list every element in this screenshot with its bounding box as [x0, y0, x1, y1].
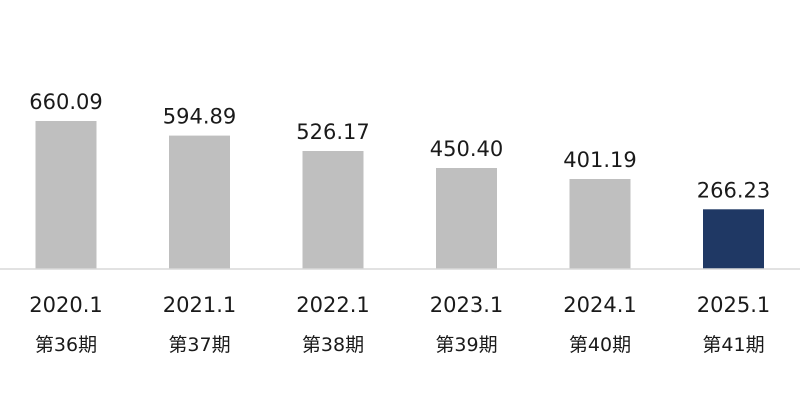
- x-tick-sublabel-2020.1: 第36期: [35, 334, 97, 356]
- value-label-2020.1: 660.09: [29, 90, 102, 114]
- value-label-2021.1: 594.89: [163, 105, 236, 129]
- x-tick-label-2021.1: 2021.1: [163, 293, 236, 317]
- value-label-2024.1: 401.19: [563, 148, 636, 172]
- bar-2022.1: [302, 151, 364, 269]
- value-label-2022.1: 526.17: [296, 120, 369, 144]
- value-label-2025.1: 266.23: [697, 178, 770, 202]
- x-tick-label-2023.1: 2023.1: [430, 293, 503, 317]
- x-tick-label-2022.1: 2022.1: [296, 293, 369, 317]
- bar-2020.1: [35, 121, 97, 269]
- x-tick-sublabel-2025.1: 第41期: [702, 334, 764, 356]
- x-tick-labels-group: 2020.1 第36期 2021.1 第37期 2022.1 第38期 2023.1 第39期…: [29, 293, 770, 356]
- bar-2024.1: [569, 179, 631, 269]
- value-labels-group: 660.09 594.89 526.17 450.40 401.19 266.23: [29, 90, 770, 202]
- value-label-2023.1: 450.40: [430, 137, 503, 161]
- x-tick-sublabel-2024.1: 第40期: [569, 334, 631, 356]
- x-tick-sublabel-2022.1: 第38期: [302, 334, 364, 356]
- bars-group: [35, 121, 764, 269]
- bar-2025.1: [703, 209, 764, 269]
- x-tick-label-2020.1: 2020.1: [29, 293, 102, 317]
- x-tick-label-2025.1: 2025.1: [697, 293, 770, 317]
- bar-2021.1: [169, 135, 230, 269]
- x-tick-sublabel-2023.1: 第39期: [435, 334, 497, 356]
- bar-2023.1: [436, 168, 497, 269]
- x-tick-label-2024.1: 2024.1: [563, 293, 636, 317]
- x-tick-sublabel-2021.1: 第37期: [168, 334, 230, 356]
